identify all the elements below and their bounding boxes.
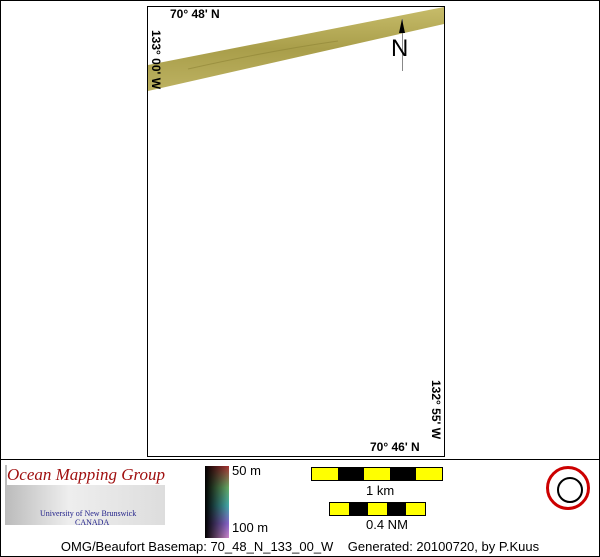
footer-divider	[0, 459, 600, 460]
map-caption: OMG/Beaufort Basemap: 70_48_N_133_00_W G…	[60, 539, 540, 554]
top-latitude-label: 70° 48' N	[170, 7, 220, 21]
unb-seal-logo	[546, 466, 590, 510]
logo-title: Ocean Mapping Group	[7, 465, 167, 485]
north-label: N	[391, 35, 409, 62]
logo-university: University of New Brunswick	[40, 509, 137, 518]
right-longitude-label: 132° 55' W	[429, 380, 443, 440]
depth-min-label: 50 m	[232, 463, 261, 478]
survey-band	[148, 7, 444, 91]
omg-logo: Ocean Mapping Group University of New Br…	[5, 465, 167, 527]
scale-bar-km	[311, 467, 443, 481]
logo-country: CANADA	[75, 518, 110, 527]
map-frame[interactable]: N	[147, 6, 445, 457]
scale-nm-label: 0.4 NM	[366, 517, 408, 532]
depth-color-scale	[205, 466, 229, 538]
bottom-latitude-label: 70° 46' N	[370, 440, 420, 454]
north-arrow-line	[402, 19, 403, 71]
depth-max-label: 100 m	[232, 520, 269, 535]
north-arrow-icon	[399, 19, 405, 33]
scale-bar-nm	[329, 502, 426, 516]
left-longitude-label: 133° 00' W	[149, 30, 163, 90]
scale-km-label: 1 km	[366, 483, 395, 498]
